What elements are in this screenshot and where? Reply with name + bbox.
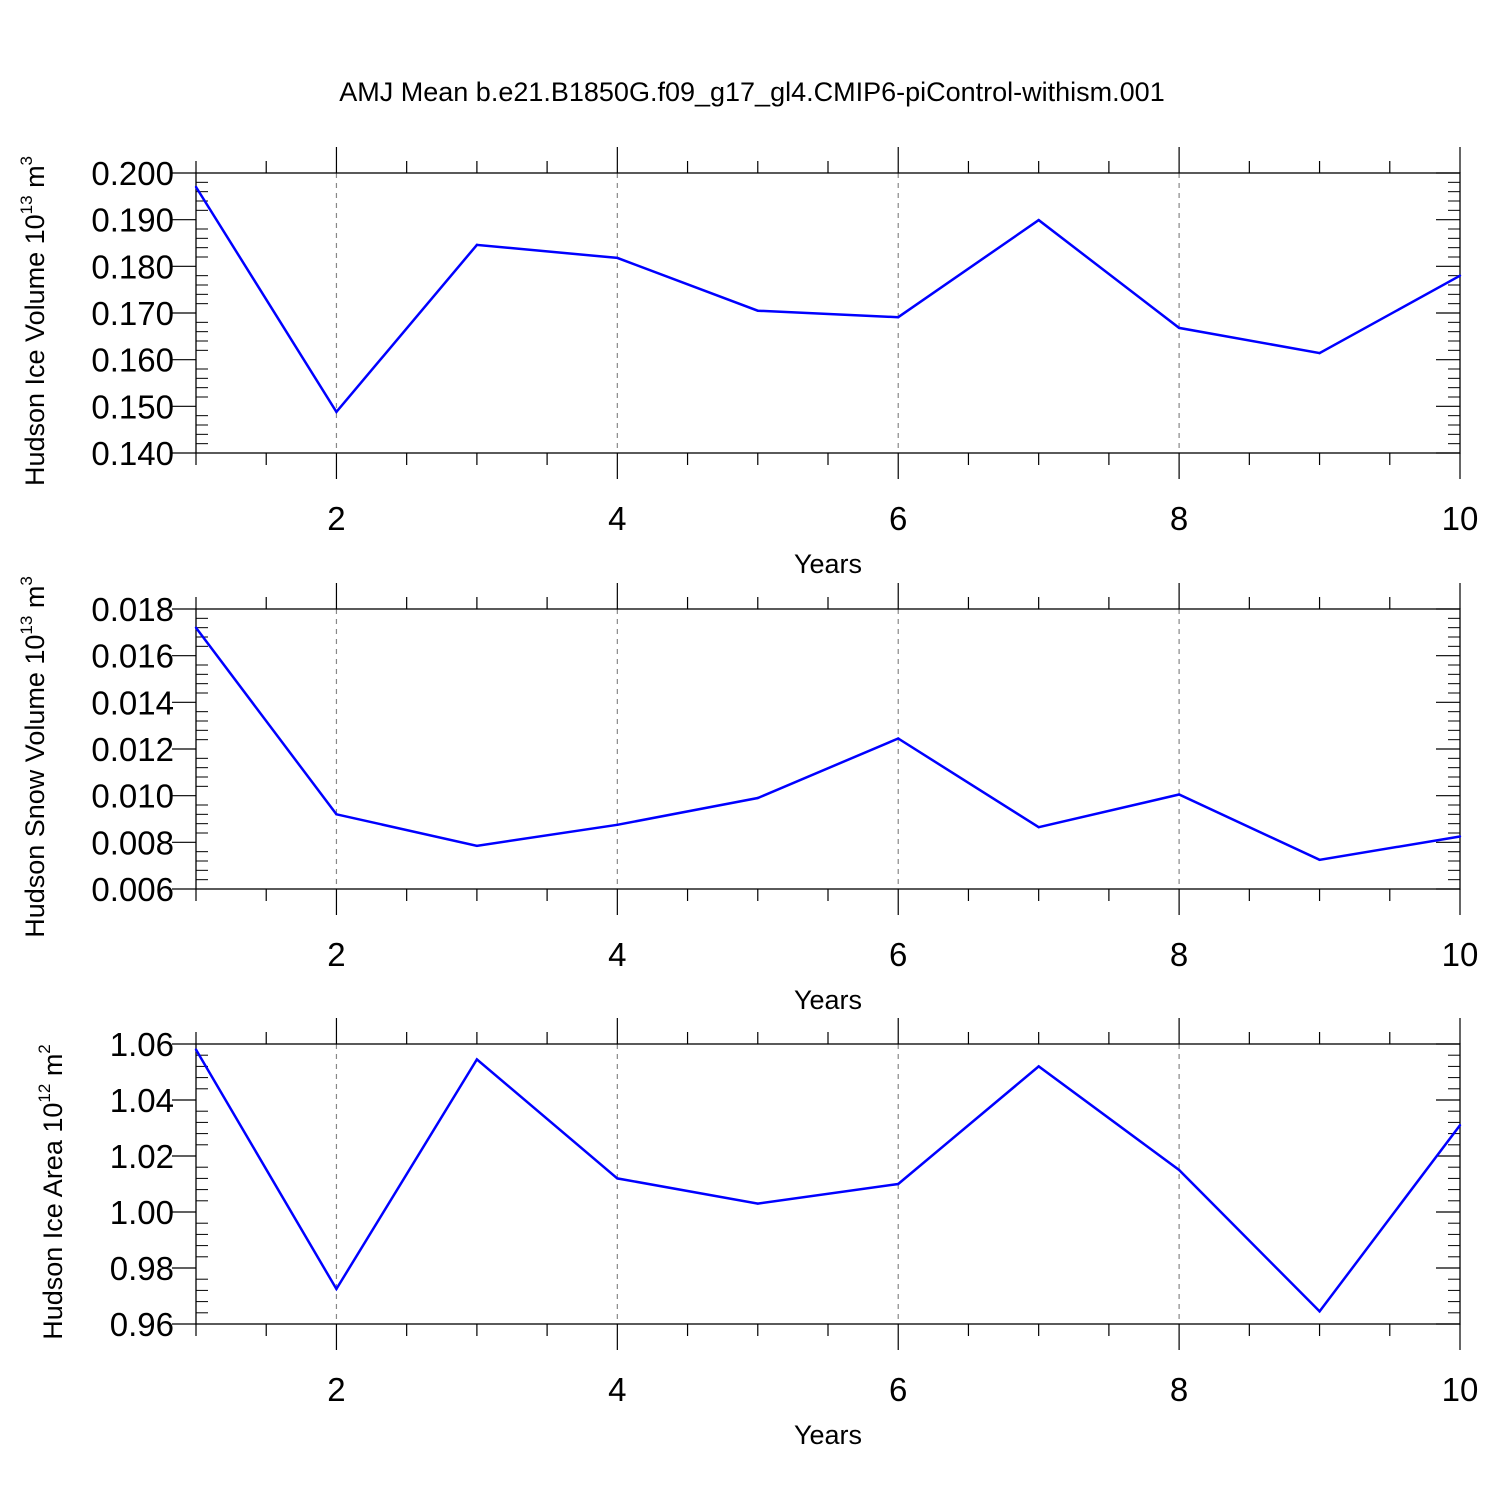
data-point bbox=[335, 813, 338, 816]
y-tick-label: 1.04 bbox=[110, 1082, 174, 1119]
y-tick-label: 0.016 bbox=[91, 638, 174, 675]
y-tick-label: 1.00 bbox=[110, 1194, 174, 1231]
data-point bbox=[756, 796, 759, 800]
data-point bbox=[1458, 835, 1462, 838]
data-point bbox=[897, 737, 900, 740]
y-axis-label-unit-exponent: 3 bbox=[17, 576, 36, 585]
y-axis-label: Hudson Ice Volume 1013 m3 bbox=[17, 156, 50, 486]
data-series-line bbox=[194, 186, 1461, 415]
data-point bbox=[194, 626, 198, 629]
y-axis-label-unit: m bbox=[20, 586, 50, 616]
x-tick-label: 8 bbox=[1170, 936, 1188, 973]
y-axis-label-unit-exponent: 3 bbox=[17, 156, 36, 165]
data-point bbox=[1177, 1168, 1181, 1172]
data-point bbox=[756, 309, 759, 312]
data-point bbox=[1458, 1124, 1462, 1127]
data-point bbox=[897, 1182, 900, 1186]
data-point bbox=[1037, 825, 1040, 829]
chart-panel-3: 2 4 6 8 10 0.96 0.98 1.00 1.02 1.04 1.06 Years Hudso… bbox=[35, 1018, 1478, 1450]
data-point bbox=[897, 316, 900, 319]
x-tick-label: 8 bbox=[1170, 500, 1188, 537]
x-tick-label: 6 bbox=[889, 1371, 907, 1408]
data-point bbox=[1458, 274, 1462, 277]
y-tick-label: 0.140 bbox=[91, 435, 174, 472]
y-axis-label: Hudson Snow Volume 1013 m3 bbox=[17, 576, 50, 938]
x-tick-label: 2 bbox=[327, 500, 345, 537]
x-tick-label: 2 bbox=[327, 936, 345, 973]
data-point bbox=[475, 243, 479, 247]
x-tick-label: 10 bbox=[1442, 936, 1479, 973]
data-point bbox=[1037, 1065, 1040, 1068]
y-axis-label-text: Hudson Snow Volume 10 bbox=[20, 635, 50, 938]
data-point bbox=[194, 1048, 198, 1051]
data-point bbox=[1037, 218, 1040, 222]
y-tick-label: 0.150 bbox=[91, 388, 174, 425]
y-tick-label: 0.160 bbox=[91, 342, 174, 379]
y-axis-label-unit-exponent: 2 bbox=[35, 1044, 54, 1053]
x-tick-label: 6 bbox=[889, 500, 907, 537]
y-tick-label: 0.014 bbox=[91, 684, 174, 721]
data-point bbox=[194, 185, 198, 189]
y-axis-label-text: Hudson Ice Area 10 bbox=[38, 1103, 68, 1340]
data-point bbox=[616, 1177, 619, 1180]
x-tick-label: 4 bbox=[608, 500, 626, 537]
y-tick-label: 0.190 bbox=[91, 202, 174, 239]
chart-panel-1: 2 4 6 8 10 0.140 0.150 0.160 0.170 0.180 0.190 0.20… bbox=[17, 147, 1478, 579]
x-axis-label: Years bbox=[794, 985, 862, 1015]
x-axis-label: Years bbox=[794, 1420, 862, 1450]
data-point bbox=[475, 1058, 479, 1061]
y-tick-label: 0.006 bbox=[91, 871, 174, 908]
y-tick-label: 0.200 bbox=[91, 155, 174, 192]
plot-frame bbox=[195, 608, 1461, 890]
data-series-line bbox=[194, 1048, 1461, 1314]
y-tick-label: 0.96 bbox=[110, 1306, 174, 1343]
data-point bbox=[1177, 793, 1181, 796]
data-point bbox=[616, 256, 619, 260]
y-axis-label-exponent: 12 bbox=[35, 1084, 54, 1103]
y-tick-label: 0.008 bbox=[91, 824, 174, 861]
data-point bbox=[1318, 858, 1321, 862]
chart-panel-2: 2 4 6 8 10 0.006 0.008 0.010 0.012 0.014 0.016 0.01… bbox=[17, 576, 1478, 1015]
y-axis-label-exponent: 13 bbox=[17, 195, 36, 214]
data-point bbox=[616, 823, 619, 827]
y-tick-label: 0.98 bbox=[110, 1250, 174, 1287]
x-tick-label: 2 bbox=[327, 1371, 345, 1408]
y-tick-label: 1.06 bbox=[110, 1026, 174, 1063]
y-tick-label: 0.010 bbox=[91, 778, 174, 815]
x-tick-label: 6 bbox=[889, 936, 907, 973]
data-point bbox=[1177, 326, 1181, 330]
x-tick-label: 10 bbox=[1442, 1371, 1479, 1408]
x-tick-label: 8 bbox=[1170, 1371, 1188, 1408]
y-tick-label: 0.018 bbox=[91, 591, 174, 628]
y-axis-label-unit: m bbox=[20, 165, 50, 195]
x-tick-label: 4 bbox=[608, 1371, 626, 1408]
data-point bbox=[1318, 1310, 1321, 1313]
y-tick-label: 0.170 bbox=[91, 295, 174, 332]
y-tick-label: 0.012 bbox=[91, 731, 174, 768]
y-tick-label: 0.180 bbox=[91, 248, 174, 285]
y-axis-label-unit: m bbox=[38, 1054, 68, 1084]
y-axis-label: Hudson Ice Area 1012 m2 bbox=[35, 1044, 68, 1340]
y-axis-label-text: Hudson Ice Volume 10 bbox=[20, 214, 50, 486]
x-tick-label: 10 bbox=[1442, 500, 1479, 537]
plot-frame bbox=[195, 1043, 1461, 1325]
data-point bbox=[335, 410, 338, 414]
data-point bbox=[1318, 351, 1321, 355]
x-axis-label: Years bbox=[794, 549, 862, 579]
y-tick-label: 1.02 bbox=[110, 1138, 174, 1175]
data-series-line bbox=[195, 626, 1461, 862]
chart-title: AMJ Mean b.e21.B1850G.f09_g17_gl4.CMIP6-… bbox=[339, 77, 1164, 107]
data-point bbox=[475, 844, 479, 848]
data-point bbox=[756, 1202, 759, 1205]
x-tick-label: 4 bbox=[608, 936, 626, 973]
y-axis-label-exponent: 13 bbox=[17, 616, 36, 635]
data-point bbox=[335, 1287, 338, 1291]
